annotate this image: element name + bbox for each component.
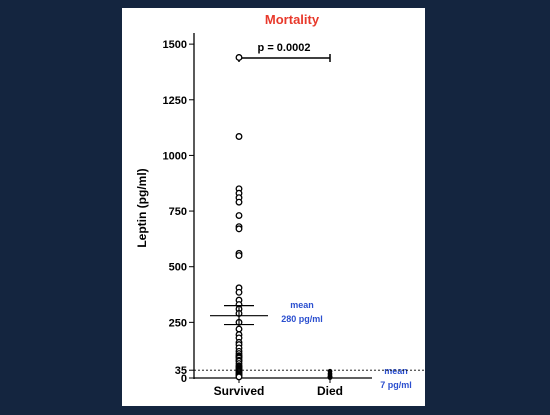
survived-data-point — [235, 288, 243, 296]
p-value-label: p = 0.0002 — [258, 42, 311, 54]
x-tick-label-survived: Survived — [214, 384, 265, 398]
survived-data-point — [235, 225, 243, 233]
y-tick-label: 250 — [169, 317, 187, 329]
y-tick-label: 750 — [169, 206, 187, 218]
y-tick-label: 1000 — [163, 150, 187, 162]
survived-mean-label: mean — [290, 300, 314, 310]
survived-data-point — [235, 212, 243, 219]
died-data-point — [327, 375, 333, 380]
survived-data-point — [235, 133, 243, 140]
y-tick-label: 0 — [181, 373, 187, 385]
leptin-scatter-chart: Mortality Leptin (pg/ml) p = 0.0002 mean… — [135, 12, 425, 398]
died-mean-label: mean — [384, 366, 408, 376]
died-mean-value: 7 pg/ml — [380, 380, 412, 390]
survived-data-point — [235, 252, 243, 260]
y-tick-label: 500 — [169, 262, 187, 274]
y-tick-label: 1250 — [163, 95, 187, 107]
x-tick-label-died: Died — [317, 384, 343, 398]
survived-data-point — [235, 198, 243, 206]
survived-data-point — [235, 54, 243, 61]
survived-data-point — [235, 325, 243, 333]
y-tick-label: 35 — [175, 365, 187, 377]
chart-title: Mortality — [265, 12, 320, 27]
y-tick-label: 1500 — [163, 39, 187, 51]
y-axis-label: Leptin (pg/ml) — [135, 168, 149, 247]
survived-data-point — [235, 373, 243, 381]
survived-mean-value: 280 pg/ml — [281, 314, 323, 324]
chart-panel: Mortality Leptin (pg/ml) p = 0.0002 mean… — [122, 8, 425, 406]
